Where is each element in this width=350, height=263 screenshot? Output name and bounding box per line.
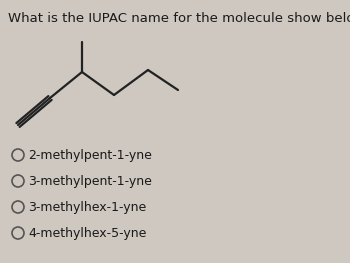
Text: 2-methylpent-1-yne: 2-methylpent-1-yne [28, 149, 152, 161]
Text: 3-methylhex-1-yne: 3-methylhex-1-yne [28, 200, 146, 214]
Text: 4-methylhex-5-yne: 4-methylhex-5-yne [28, 226, 146, 240]
Text: What is the IUPAC name for the molecule show below?: What is the IUPAC name for the molecule … [8, 12, 350, 25]
Text: 3-methylpent-1-yne: 3-methylpent-1-yne [28, 174, 152, 188]
